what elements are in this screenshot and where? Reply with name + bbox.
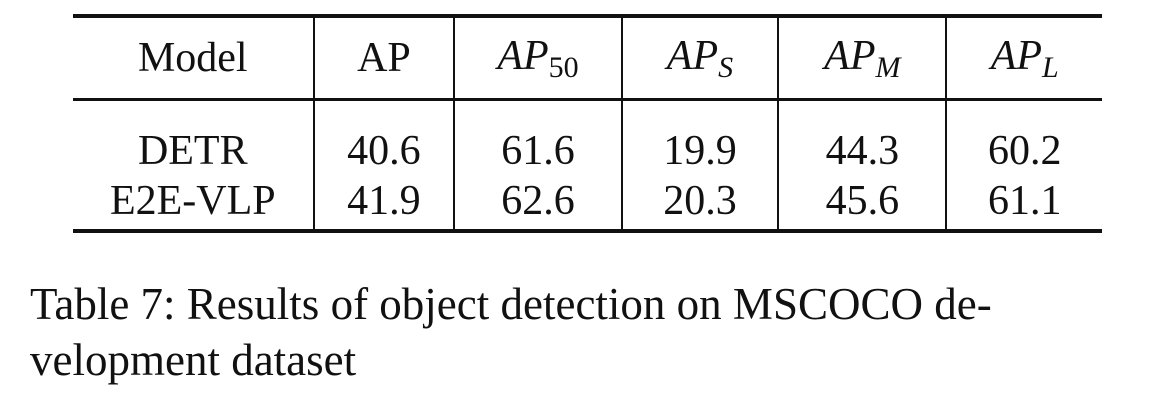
- cell-ap50: 62.6: [454, 177, 623, 231]
- header-aps-sub: S: [718, 50, 734, 84]
- results-table: Model AP AP50 APS APM APL DETR 40.6 61.6…: [73, 14, 1102, 233]
- header-ap50: AP50: [454, 16, 623, 100]
- cell-ap: 41.9: [313, 177, 456, 231]
- table-header: Model AP AP50 APS APM APL: [73, 16, 1102, 100]
- table-body: DETR 40.6 61.6 19.9 44.3 60.2 E2E-VLP 41…: [73, 99, 1102, 231]
- cell-model: DETR: [73, 99, 315, 177]
- header-apl-base: AP: [990, 32, 1043, 79]
- results-table-container: Model AP AP50 APS APM APL DETR 40.6 61.6…: [73, 14, 1102, 233]
- caption-line-2: velopment dataset: [30, 335, 357, 385]
- header-apl-sub: L: [1042, 50, 1059, 84]
- cell-aps: 20.3: [621, 177, 780, 231]
- header-ap50-sub: 50: [548, 50, 579, 84]
- header-aps: APS: [621, 16, 780, 100]
- cell-ap: 40.6: [313, 99, 456, 177]
- cell-aps: 19.9: [621, 99, 780, 177]
- cell-model: E2E-VLP: [73, 177, 315, 231]
- header-ap: AP: [313, 16, 456, 100]
- header-apl: APL: [946, 16, 1102, 100]
- header-ap50-base: AP: [497, 32, 549, 79]
- caption-line-1: Table 7: Results of object detection on …: [30, 279, 992, 329]
- header-aps-base: AP: [666, 32, 719, 79]
- header-model: Model: [73, 16, 315, 100]
- header-apm-base: AP: [824, 32, 876, 79]
- cell-apl: 60.2: [987, 128, 1062, 174]
- cell-ap50: 61.6: [454, 99, 623, 177]
- header-apm-sub: M: [875, 50, 901, 84]
- table-row-e2e-vlp: E2E-VLP 41.9 62.6 20.3 45.6 61.1: [73, 177, 1102, 231]
- table-row-detr: DETR 40.6 61.6 19.9 44.3 60.2: [73, 99, 1102, 177]
- cell-apl: 61.1: [987, 178, 1062, 224]
- cell-apm: 45.6: [778, 177, 948, 231]
- table-caption: Table 7: Results of object detection on …: [30, 276, 1140, 388]
- header-apm: APM: [778, 16, 948, 100]
- cell-apm: 44.3: [778, 99, 948, 177]
- header-row: Model AP AP50 APS APM APL: [73, 16, 1102, 100]
